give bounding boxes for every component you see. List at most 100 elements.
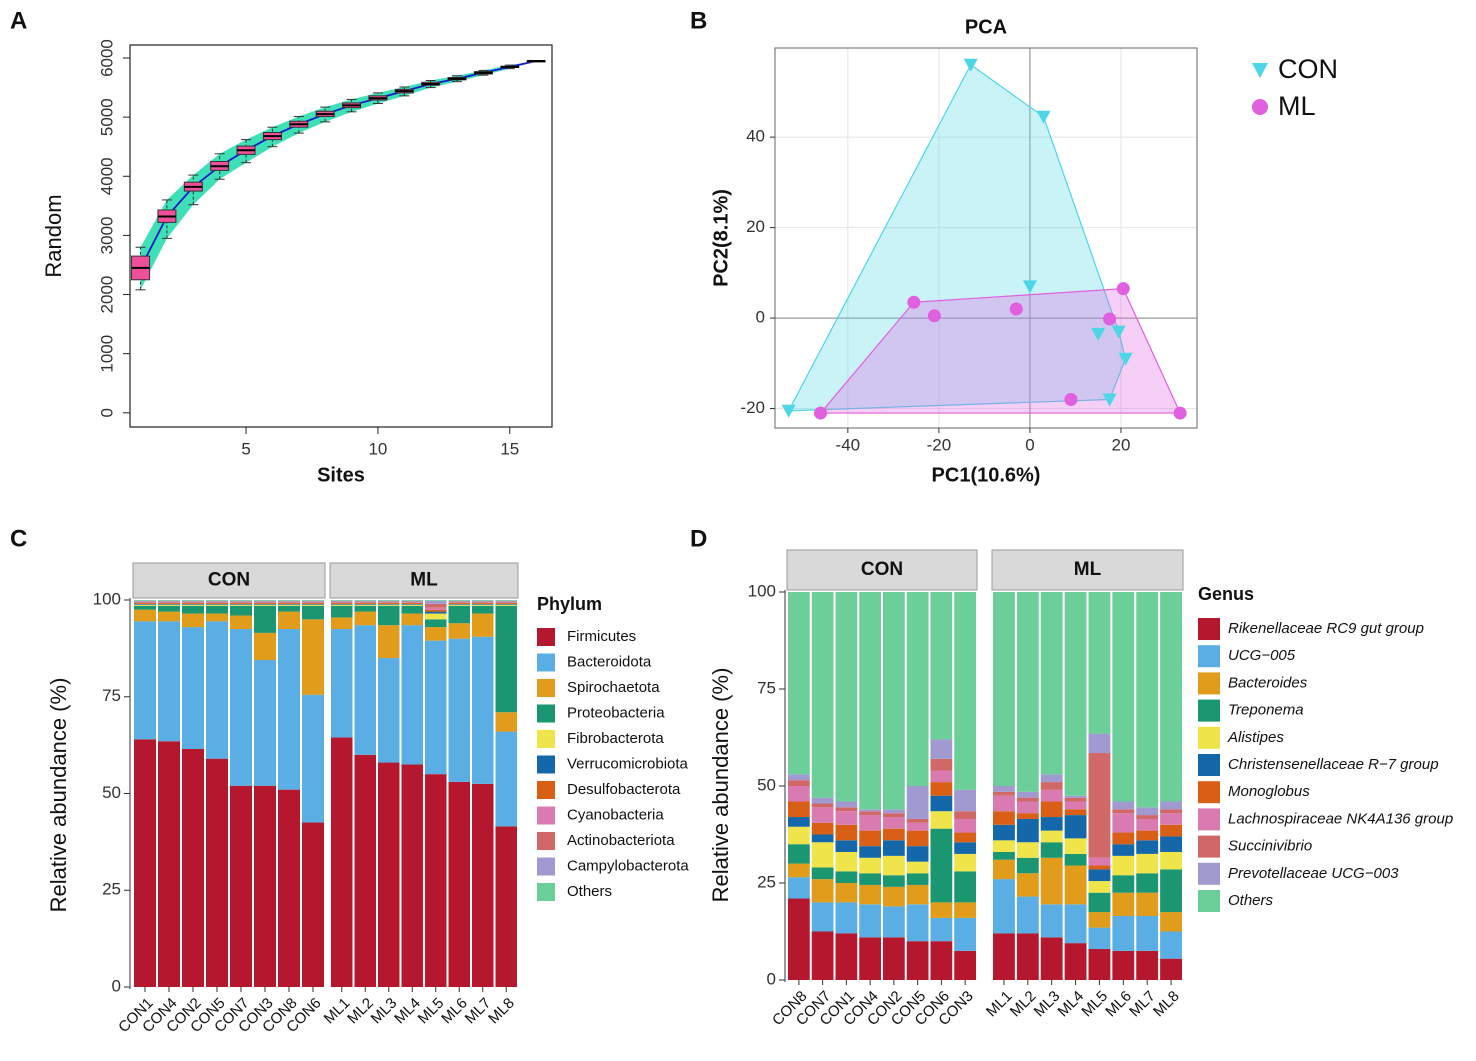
bar-segment [993, 851, 1015, 860]
bar-segment [930, 828, 953, 903]
bar-segment [302, 605, 324, 620]
bar-segment [1088, 912, 1111, 928]
bar-segment [354, 600, 376, 601]
y-tick-label: 1000 [97, 335, 116, 373]
facet-strip [132, 562, 326, 599]
y-tick-label: 50 [757, 775, 776, 794]
legend-label: Verrucomicrobiota [567, 755, 689, 772]
bar-segment [302, 603, 324, 605]
bar-segment [788, 780, 810, 786]
bar-segment [1088, 592, 1111, 734]
bar-segment [354, 625, 376, 755]
legend-label: Actinobacteriota [567, 832, 675, 849]
bar-segment [206, 600, 228, 601]
bar-segment [278, 789, 300, 987]
bar-segment [859, 592, 881, 810]
bar-segment [278, 602, 300, 604]
legend-label: ML [1278, 91, 1316, 121]
y-tick-label: 0 [112, 976, 121, 995]
bar-segment [1112, 875, 1135, 893]
bar-segment [1160, 809, 1182, 814]
bar-segment [930, 782, 953, 796]
bar-segment [448, 623, 470, 639]
bar-segment [401, 603, 423, 605]
y-tick-label: 75 [102, 686, 121, 705]
bar-segment [1064, 853, 1087, 866]
bar-segment [448, 781, 470, 987]
legend-label: Others [567, 883, 612, 900]
bar-segment [1064, 815, 1087, 839]
bar-segment [158, 741, 180, 987]
bar-segment [1064, 865, 1087, 905]
legend-label: Cyanobacteria [567, 806, 664, 823]
bar-segment [206, 603, 228, 605]
bar-segment [883, 817, 905, 829]
bar-segment [448, 603, 470, 605]
legend-swatch [537, 679, 555, 697]
bar-segment [835, 883, 858, 903]
bar-segment [378, 602, 400, 604]
bar-segment [206, 602, 228, 604]
x-tick-label: 10 [368, 439, 387, 458]
bar-segment [331, 603, 353, 605]
bar-segment [1016, 791, 1039, 798]
bar-segment [1040, 842, 1063, 858]
bar-segment [425, 607, 447, 610]
bar-segment [495, 600, 517, 602]
bar-segment [1040, 592, 1063, 775]
bar-segment [811, 867, 834, 880]
bar-segment [993, 592, 1015, 786]
legend-label: Others [1228, 892, 1274, 909]
bar-segment [811, 931, 834, 980]
bar-segment [1136, 818, 1159, 831]
point [1102, 393, 1117, 407]
bar-segment [1016, 842, 1039, 858]
bar-segment [1040, 830, 1063, 843]
bar-segment [230, 629, 252, 786]
bar-segment [993, 795, 1015, 812]
bar-segment [302, 694, 324, 823]
legend-title: Genus [1198, 584, 1254, 604]
bar-segment [472, 600, 494, 601]
bar-segment [354, 754, 376, 987]
legend-swatch [537, 883, 555, 901]
bar-segment [378, 605, 400, 626]
bar-segment [495, 604, 517, 606]
bar-segment [331, 605, 353, 618]
bar-segment [158, 603, 180, 605]
bar-segment [182, 602, 204, 604]
bar-segment [1064, 809, 1087, 816]
bar-segment [1112, 592, 1135, 802]
bar-segment [1064, 838, 1087, 854]
bar-segment [1160, 592, 1182, 802]
bar-segment [230, 600, 252, 601]
bar-segment [206, 601, 228, 603]
bar-segment [401, 764, 423, 987]
panel-label: B [690, 7, 707, 34]
bar-segment [835, 851, 858, 872]
bar-segment [425, 603, 447, 608]
legend-label: UCG−005 [1228, 647, 1296, 664]
bar-segment [811, 902, 834, 932]
panel-label: D [690, 525, 707, 552]
point [927, 309, 941, 323]
bar-segment [206, 604, 228, 606]
bar-segment [993, 879, 1015, 934]
median-line [139, 60, 537, 269]
bar-segment [1064, 801, 1087, 810]
bar-segment [134, 739, 156, 987]
bar-segment [1160, 813, 1182, 825]
bar-segment [906, 786, 929, 819]
bar-segment [1064, 943, 1087, 980]
bar-segment [1040, 782, 1063, 790]
bar-segment [354, 601, 376, 603]
bar-segment [1088, 733, 1111, 754]
bar-segment [254, 600, 276, 602]
bar-segment [859, 846, 881, 858]
legend-swatch [1198, 754, 1220, 776]
point [1111, 325, 1126, 339]
bar-segment [954, 592, 976, 790]
bar-segment [302, 601, 324, 603]
bar-segment [134, 621, 156, 740]
bar-segment [378, 625, 400, 659]
